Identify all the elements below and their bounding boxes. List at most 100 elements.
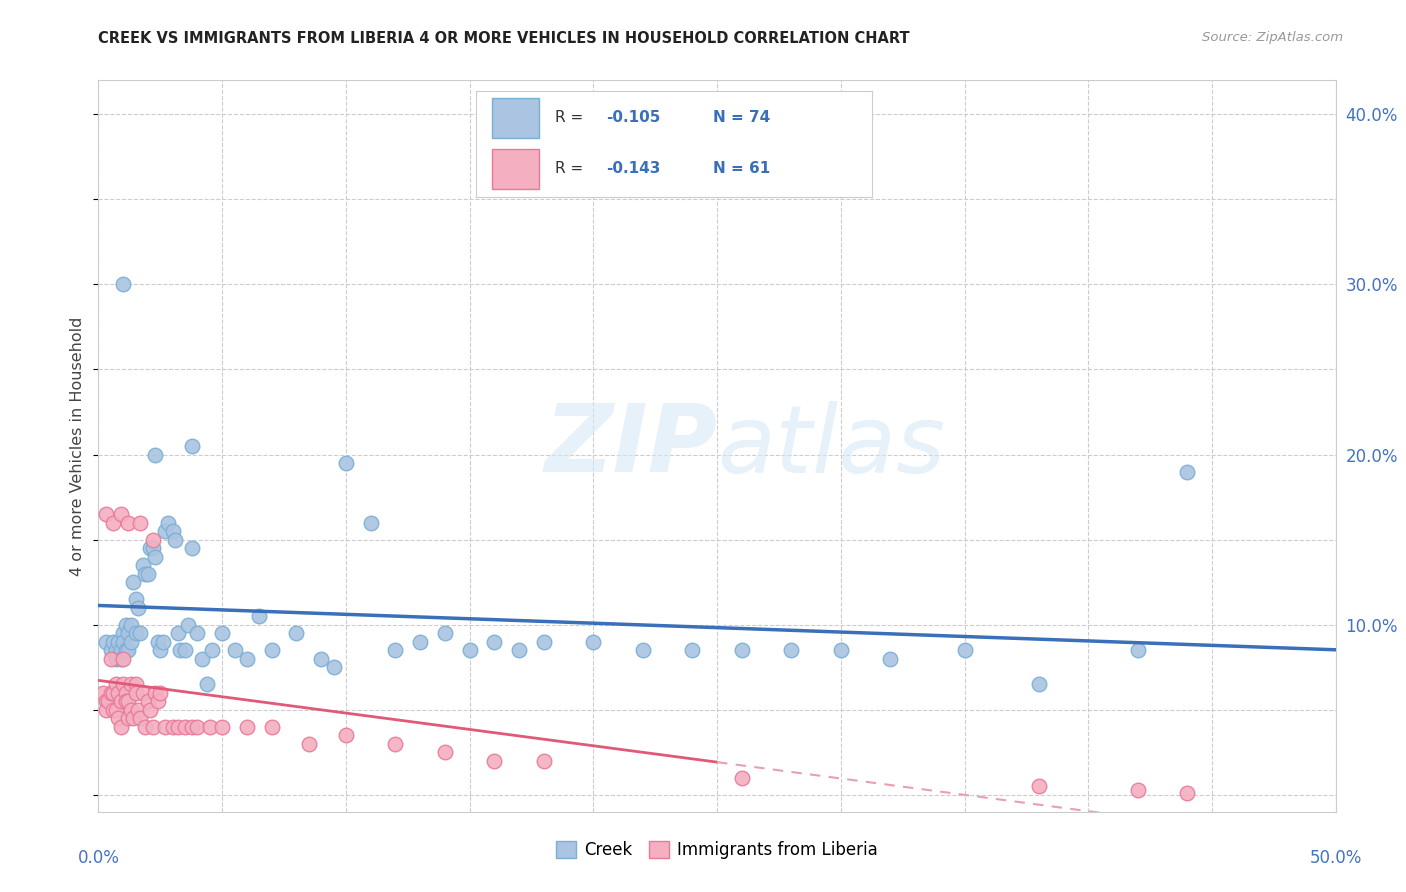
Point: [107, 686, 129, 700]
Point: [114, 617, 136, 632]
Point: [335, 728, 357, 742]
Point: [100, 651, 122, 665]
Point: [298, 737, 321, 751]
Point: [458, 643, 481, 657]
Point: [146, 634, 169, 648]
Point: [169, 643, 191, 657]
Point: [112, 677, 135, 691]
Point: [1126, 643, 1149, 657]
Point: [484, 634, 506, 648]
Point: [143, 686, 166, 700]
Point: [94, 507, 117, 521]
Point: [181, 541, 204, 555]
Point: [139, 703, 162, 717]
Point: [117, 626, 139, 640]
Point: [731, 771, 754, 785]
Point: [360, 516, 382, 530]
Point: [260, 643, 283, 657]
Point: [731, 643, 754, 657]
Point: [830, 643, 852, 657]
Y-axis label: 4 or more Vehicles in Household: 4 or more Vehicles in Household: [70, 317, 86, 575]
Point: [104, 651, 127, 665]
Point: [582, 634, 605, 648]
Text: ZIP: ZIP: [544, 400, 717, 492]
Point: [112, 651, 135, 665]
Point: [107, 711, 129, 725]
Point: [136, 694, 159, 708]
Legend: Creek, Immigrants from Liberia: Creek, Immigrants from Liberia: [550, 834, 884, 865]
Point: [112, 277, 135, 292]
Point: [165, 533, 187, 547]
Point: [247, 609, 270, 624]
Point: [149, 686, 172, 700]
Point: [508, 643, 530, 657]
Point: [129, 516, 152, 530]
Point: [384, 737, 406, 751]
Point: [97, 694, 120, 708]
Point: [162, 720, 184, 734]
Point: [681, 643, 703, 657]
Point: [143, 448, 166, 462]
Point: [120, 617, 142, 632]
Point: [142, 720, 165, 734]
Point: [1028, 779, 1050, 793]
Point: [181, 720, 204, 734]
Point: [100, 686, 122, 700]
Point: [155, 524, 177, 538]
Point: [285, 626, 308, 640]
Point: [114, 694, 136, 708]
Point: [132, 686, 155, 700]
Point: [117, 516, 139, 530]
Point: [433, 626, 456, 640]
Point: [127, 703, 149, 717]
Point: [142, 533, 165, 547]
Point: [176, 617, 198, 632]
Point: [103, 516, 125, 530]
Point: [103, 703, 125, 717]
Text: Source: ZipAtlas.com: Source: ZipAtlas.com: [1202, 31, 1343, 45]
Point: [114, 643, 136, 657]
Point: [533, 634, 555, 648]
Point: [124, 677, 146, 691]
Point: [384, 643, 406, 657]
Point: [166, 720, 188, 734]
Point: [149, 643, 172, 657]
Point: [120, 634, 142, 648]
Point: [122, 711, 145, 725]
Point: [117, 694, 139, 708]
Point: [1126, 782, 1149, 797]
Point: [103, 634, 125, 648]
Point: [107, 634, 129, 648]
Point: [110, 720, 132, 734]
Point: [322, 660, 344, 674]
Point: [136, 566, 159, 581]
Text: CREEK VS IMMIGRANTS FROM LIBERIA 4 OR MORE VEHICLES IN HOUSEHOLD CORRELATION CHA: CREEK VS IMMIGRANTS FROM LIBERIA 4 OR MO…: [98, 31, 910, 46]
Point: [117, 711, 139, 725]
Text: 0.0%: 0.0%: [77, 849, 120, 867]
Point: [152, 634, 174, 648]
Point: [120, 677, 142, 691]
Point: [224, 643, 246, 657]
Point: [181, 439, 204, 453]
Point: [112, 634, 135, 648]
Point: [124, 686, 146, 700]
Point: [104, 677, 127, 691]
Point: [155, 720, 177, 734]
Point: [124, 626, 146, 640]
Text: atlas: atlas: [717, 401, 945, 491]
Point: [129, 711, 152, 725]
Point: [166, 626, 188, 640]
Point: [260, 720, 283, 734]
Point: [186, 720, 208, 734]
Point: [94, 703, 117, 717]
Point: [103, 686, 125, 700]
Point: [433, 745, 456, 759]
Point: [134, 720, 156, 734]
Point: [631, 643, 654, 657]
Point: [198, 720, 221, 734]
Point: [122, 575, 145, 590]
Point: [132, 558, 155, 572]
Point: [953, 643, 976, 657]
Point: [409, 634, 432, 648]
Point: [191, 651, 214, 665]
